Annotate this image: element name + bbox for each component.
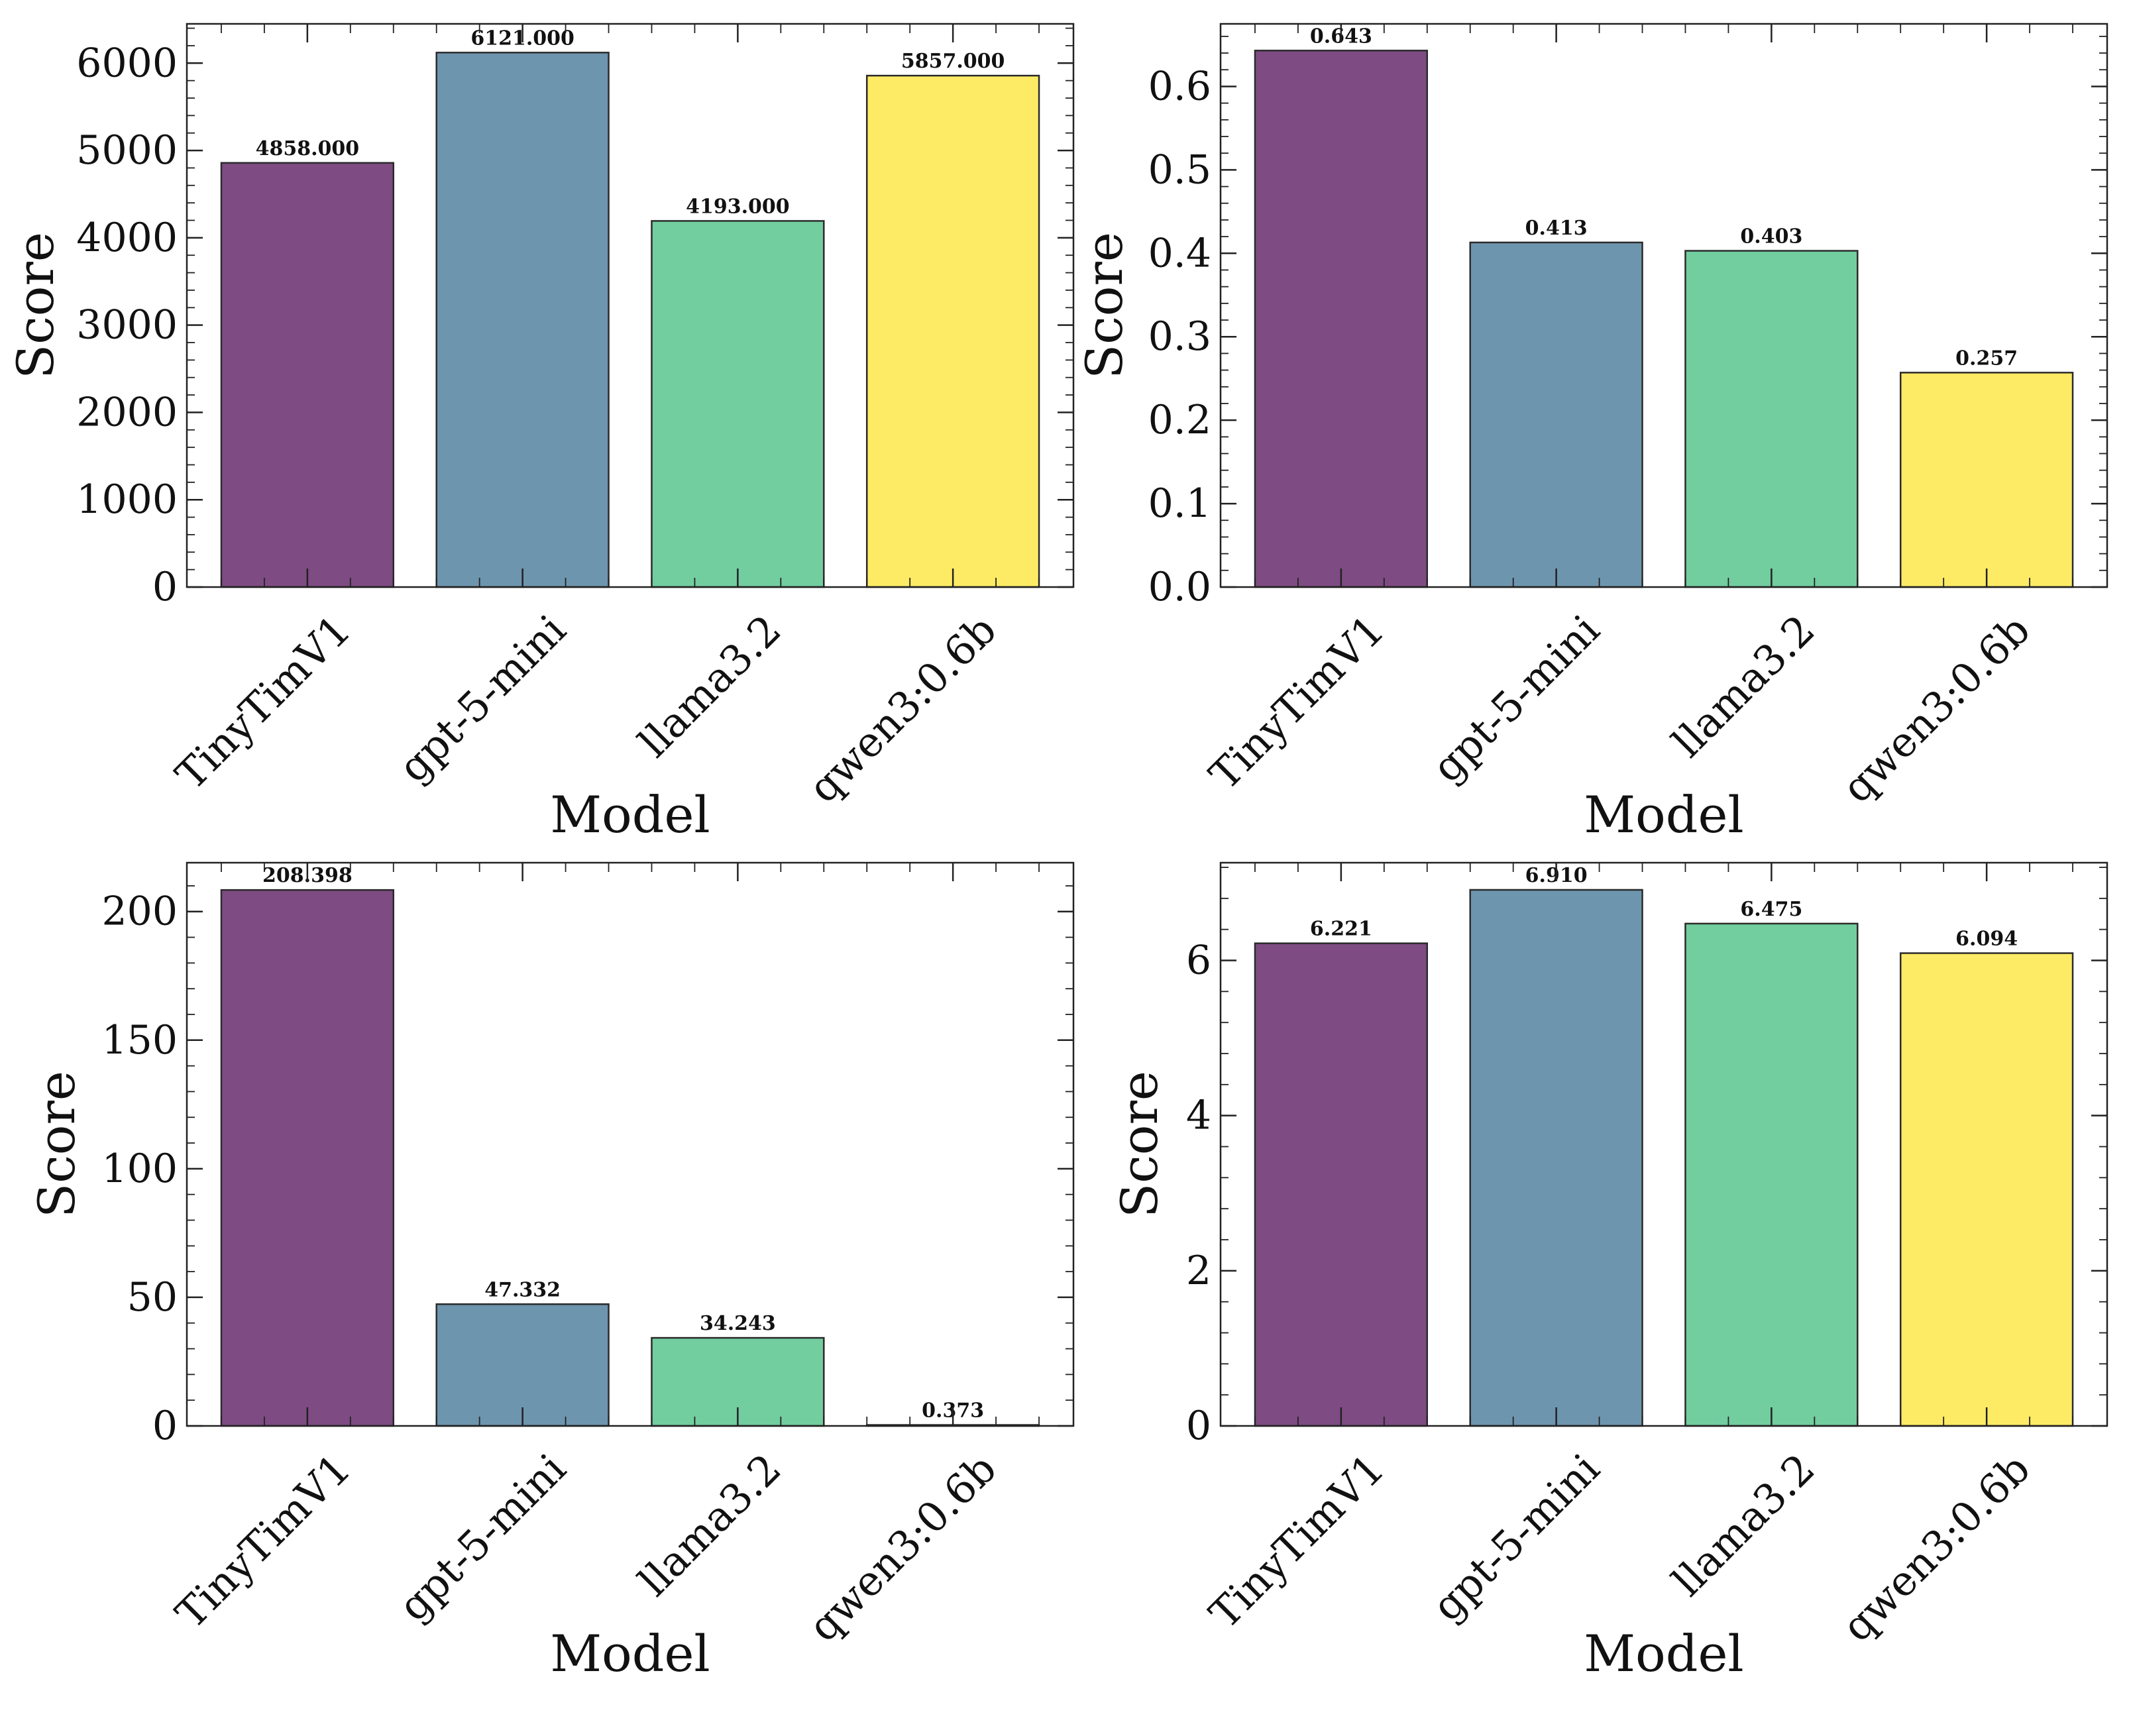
y-tick-label: 0.5 <box>1148 146 1211 193</box>
bar-4-qwen3-0-6b <box>1899 952 2074 1427</box>
data-label: 6.475 <box>1740 898 1802 921</box>
x-tick-label: llama3.2 <box>1663 606 1824 767</box>
y-tick-label: 6 <box>1186 938 1211 984</box>
y-tick-label: 200 <box>101 889 178 935</box>
y-tick-label: 0.0 <box>1148 564 1211 610</box>
x-tick-label: gpt-5-mini <box>389 606 575 792</box>
y-tick-label: 6000 <box>76 40 178 86</box>
data-label: 5857.000 <box>901 50 1005 73</box>
y-tick-label: 0.6 <box>1148 63 1211 109</box>
bar-4-llama3-2 <box>1684 922 1859 1427</box>
y-tick-label: 1000 <box>76 476 178 523</box>
bar-4-tinytimv1 <box>1254 942 1429 1427</box>
x-tick-label: gpt-5-mini <box>1423 606 1609 792</box>
x-tick-label: qwen3:0.6b <box>799 606 1006 812</box>
bar-3-gpt-5-mini <box>435 1303 610 1427</box>
x-tick-label: qwen3:0.6b <box>1833 606 2040 812</box>
y-tick-label: 0 <box>152 564 178 610</box>
x-tick-label: TinyTimV1 <box>1200 1444 1393 1638</box>
bar-1-qwen3-0-6b <box>865 74 1040 588</box>
x-tick-label: gpt-5-mini <box>389 1444 575 1631</box>
y-tick-label: 150 <box>101 1017 178 1063</box>
x-tick-label: TinyTimV1 <box>1200 606 1393 799</box>
data-label: 0.403 <box>1740 225 1802 248</box>
x-tick-label: TinyTimV1 <box>166 606 360 799</box>
y-tick-label: 0 <box>1186 1403 1211 1449</box>
data-label: 47.332 <box>484 1278 561 1301</box>
y-tick-label: 4 <box>1186 1093 1211 1139</box>
axes-frame <box>186 23 1075 588</box>
x-tick-label: llama3.2 <box>1663 1444 1824 1605</box>
bar-3-tinytimv1 <box>220 889 395 1427</box>
y-tick-label: 2 <box>1186 1248 1211 1294</box>
x-axis-label: Model <box>550 785 710 844</box>
data-label: 0.257 <box>1955 347 2018 370</box>
y-tick-label: 50 <box>127 1274 178 1321</box>
y-axis-label: Score <box>6 232 65 379</box>
axes-frame <box>186 861 1075 1427</box>
y-tick-label: 0.3 <box>1148 313 1211 360</box>
x-tick-label: llama3.2 <box>629 606 791 767</box>
x-tick-label: qwen3:0.6b <box>799 1444 1006 1651</box>
bar-2-gpt-5-mini <box>1469 241 1643 588</box>
x-tick-label: TinyTimV1 <box>166 1444 360 1638</box>
y-tick-label: 0 <box>152 1403 178 1449</box>
y-tick-label: 0.1 <box>1148 480 1211 527</box>
y-axis-label: Score <box>27 1071 86 1218</box>
y-axis-label: Score <box>1075 232 1134 379</box>
x-axis-label: Model <box>550 1624 710 1683</box>
y-tick-label: 0.2 <box>1148 397 1211 443</box>
bar-2-llama3-2 <box>1684 250 1859 588</box>
bar-2-qwen3-0-6b <box>1899 372 2074 588</box>
bar-1-tinytimv1 <box>220 162 395 588</box>
data-label: 4193.000 <box>686 195 790 218</box>
y-tick-label: 100 <box>101 1146 178 1192</box>
bar-1-llama3-2 <box>651 220 825 588</box>
data-label: 34.243 <box>700 1312 776 1335</box>
x-axis-label: Model <box>1584 1624 1744 1683</box>
y-tick-label: 2000 <box>76 389 178 435</box>
y-tick-label: 5000 <box>76 127 178 174</box>
chart-panel-1: 4858.0006121.0004193.0005857.00001000200… <box>6 23 1075 844</box>
data-label: 6.221 <box>1310 918 1372 941</box>
data-label: 6.094 <box>1955 928 2018 951</box>
axes-frame <box>1219 23 2108 588</box>
x-tick-label: qwen3:0.6b <box>1833 1444 2040 1651</box>
y-tick-label: 0.4 <box>1148 230 1211 276</box>
x-axis-label: Model <box>1584 785 1744 844</box>
bar-1-gpt-5-mini <box>435 52 610 588</box>
chart-panel-3: 208.39847.33234.2430.373050100150200Tiny… <box>27 861 1075 1683</box>
y-tick-label: 3000 <box>76 302 178 349</box>
data-label: 4858.000 <box>256 137 360 160</box>
x-tick-label: gpt-5-mini <box>1423 1444 1609 1631</box>
axes-frame <box>1219 861 2108 1427</box>
data-label: 0.413 <box>1525 217 1588 240</box>
bar-4-gpt-5-mini <box>1469 889 1643 1427</box>
y-tick-label: 4000 <box>76 215 178 261</box>
x-tick-label: llama3.2 <box>629 1444 791 1605</box>
bar-2-tinytimv1 <box>1254 50 1429 588</box>
y-axis-label: Score <box>1110 1071 1169 1218</box>
